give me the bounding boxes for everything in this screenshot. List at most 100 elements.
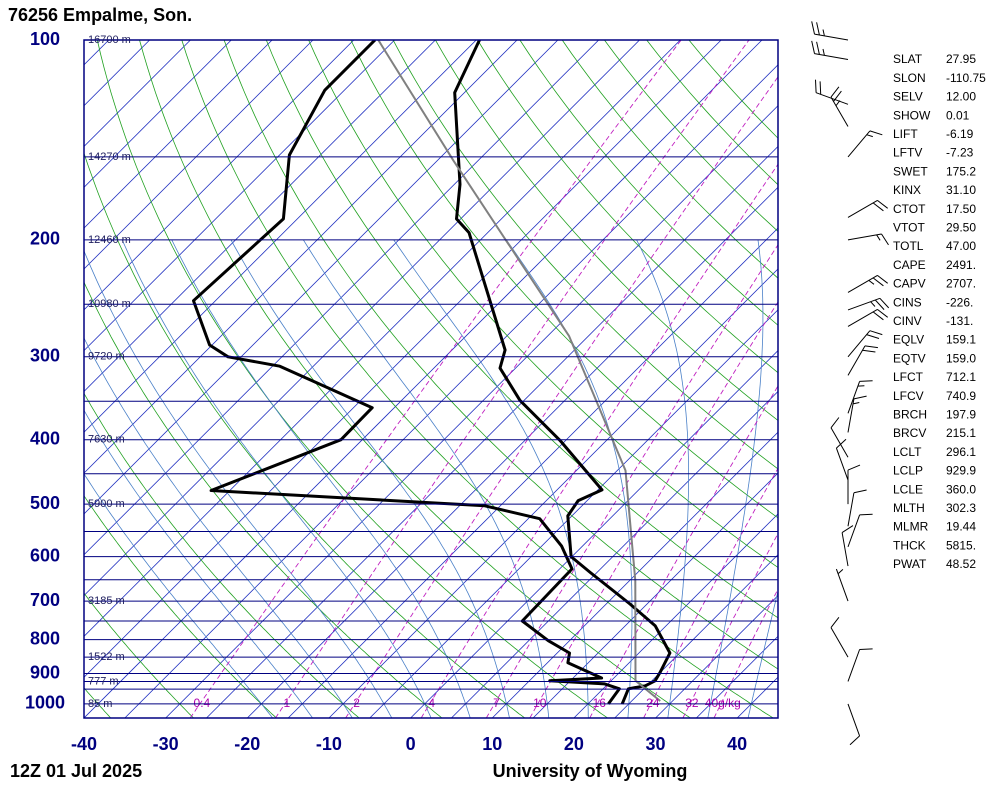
- dry-adiabat: [84, 495, 277, 718]
- index-name: MLMR: [893, 520, 929, 534]
- barb-shape: [835, 438, 849, 481]
- isotherm: [451, 390, 778, 718]
- isotherm: [84, 40, 559, 515]
- index-value: 31.10: [946, 183, 976, 197]
- index-name: EQLV: [893, 333, 924, 347]
- dry-adiabat: [223, 40, 778, 670]
- index-name: LCLP: [893, 464, 923, 478]
- mixing-ratio-line: [420, 163, 778, 718]
- isotherm: [84, 40, 273, 229]
- mixing-ratio-label: 7: [493, 696, 500, 710]
- index-name: MLTH: [893, 501, 925, 515]
- index-value: 27.95: [946, 52, 976, 66]
- index-name: SLON: [893, 71, 926, 85]
- index-name: SELV: [893, 90, 923, 104]
- dry-adiabat: [181, 40, 774, 718]
- barb-shape: [847, 489, 867, 527]
- isotherm: [84, 40, 477, 433]
- index-name: LFTV: [893, 146, 922, 160]
- moist-adiabat: [171, 239, 471, 718]
- isotherm: [84, 40, 518, 474]
- footer-date: 12Z 01 Jul 2025: [10, 761, 142, 781]
- moist-adiabat: [506, 239, 633, 718]
- dry-adiabat: [139, 40, 691, 718]
- barb-shape: [847, 464, 861, 505]
- mixing-ratio-line: [589, 385, 778, 718]
- dry-adiabat: [392, 40, 778, 470]
- index-value: 740.9: [946, 389, 976, 403]
- wind-barb: [847, 308, 889, 327]
- wind-barb: [847, 648, 873, 682]
- moist-adiabat: [84, 473, 273, 718]
- mixing-ratio-line: [643, 467, 778, 718]
- moist-adiabat: [84, 337, 353, 718]
- moist-adiabat: [303, 239, 550, 718]
- index-name: CAPE: [893, 258, 926, 272]
- index-value: 0.01: [946, 108, 970, 122]
- index-value: -131.: [946, 314, 973, 328]
- mixing-ratio-label: 32: [685, 696, 699, 710]
- wind-barb: [830, 86, 849, 127]
- mixing-ratio-line: [529, 301, 778, 718]
- index-value: 12.00: [946, 90, 976, 104]
- index-value: 29.50: [946, 220, 976, 234]
- moist-adiabat: [747, 589, 778, 718]
- mixing-ratio-label: 16: [593, 696, 607, 710]
- isotherm: [410, 350, 778, 718]
- barb-shape: [841, 525, 854, 567]
- y-tick-label: 100: [30, 29, 60, 49]
- wind-barb: [835, 438, 849, 481]
- index-value: 197.9: [946, 407, 976, 421]
- moist-adiabat: [230, 239, 510, 718]
- x-tick-label: 0: [406, 734, 416, 754]
- dry-adiabat: [84, 687, 112, 718]
- mixing-ratio-line: [713, 588, 778, 718]
- barb-shape: [811, 40, 849, 61]
- isotherm: [573, 513, 778, 718]
- isotherm: [84, 40, 395, 352]
- x-tick-label: -30: [153, 734, 179, 754]
- index-name: PWAT: [893, 557, 927, 571]
- x-tick-label: -10: [316, 734, 342, 754]
- x-tick-label: -40: [71, 734, 97, 754]
- x-tick-label: 20: [564, 734, 584, 754]
- index-value: 296.1: [946, 445, 976, 459]
- barb-shape: [830, 616, 849, 658]
- height-label: 7630 m: [88, 434, 125, 446]
- y-tick-label: 900: [30, 662, 60, 682]
- y-tick-label: 700: [30, 590, 60, 610]
- mixing-ratio-label: 2: [353, 696, 360, 710]
- isotherm: [614, 554, 778, 718]
- index-name: BRCH: [893, 407, 927, 421]
- moist-adiabat: [636, 239, 689, 718]
- barb-shape: [847, 308, 889, 327]
- barb-shape: [815, 79, 849, 105]
- wind-barb: [847, 274, 889, 293]
- index-value: 5815.: [946, 538, 976, 552]
- barb-shape: [830, 417, 849, 458]
- dry-adiabat: [519, 40, 778, 326]
- moist-adiabat: [393, 239, 589, 718]
- wind-barb: [847, 199, 889, 218]
- isotherm: [287, 227, 778, 718]
- height-label: 5900 m: [88, 498, 125, 510]
- y-tick-label: 400: [30, 428, 60, 448]
- index-value: 17.50: [946, 202, 976, 216]
- moist-adiabat: [84, 249, 393, 718]
- dry-adiabat: [604, 40, 778, 232]
- index-name: CINS: [893, 295, 922, 309]
- mixing-ratio-label: 10: [533, 696, 547, 710]
- isotherm: [369, 309, 778, 718]
- index-name: LCLE: [893, 482, 923, 496]
- height-label: 12460 m: [88, 234, 131, 246]
- height-label: 1522 m: [88, 651, 125, 663]
- mixing-ratio-line: [275, 40, 750, 718]
- isotherm: [84, 40, 191, 148]
- isotherm: [491, 431, 778, 718]
- height-label: 9720 m: [88, 351, 125, 363]
- isotherm: [84, 40, 232, 188]
- moist-adiabat: [121, 239, 432, 718]
- index-value: -226.: [946, 295, 973, 309]
- index-value: 2707.: [946, 277, 976, 291]
- wind-barb: [830, 417, 849, 458]
